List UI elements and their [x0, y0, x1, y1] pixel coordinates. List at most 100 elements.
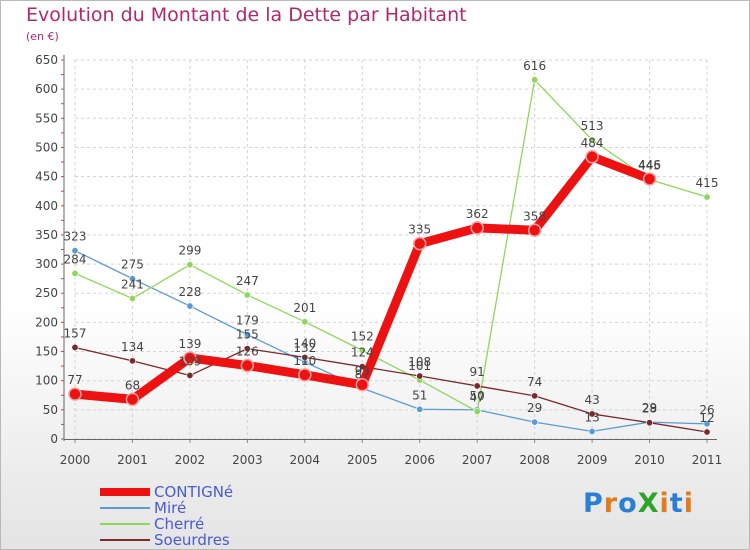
data-label: 77	[67, 373, 82, 387]
legend-label: Cherré	[154, 515, 205, 533]
x-tick-label: 2001	[117, 453, 148, 467]
data-point	[298, 368, 312, 382]
data-point	[470, 221, 484, 235]
y-tick-label: 300	[35, 257, 58, 271]
y-tick-label: 0	[50, 432, 58, 446]
data-label: 152	[351, 329, 374, 343]
logo-letter: P	[583, 488, 604, 519]
legend-label: Miré	[154, 499, 187, 517]
logo-letter: t	[669, 488, 684, 519]
data-label: 201	[293, 301, 316, 315]
data-point	[588, 410, 596, 418]
data-point	[186, 302, 194, 310]
data-label: 155	[236, 328, 259, 342]
data-point	[183, 351, 197, 365]
data-point	[473, 408, 481, 416]
x-tick-label: 2005	[347, 453, 378, 467]
data-label: 335	[408, 223, 431, 237]
x-tick-label: 2002	[175, 453, 206, 467]
data-point	[531, 392, 539, 400]
data-point	[531, 76, 539, 84]
y-tick-label: 100	[35, 374, 58, 388]
data-point	[412, 236, 427, 251]
data-point	[243, 291, 251, 299]
data-point	[128, 357, 136, 365]
data-label: 51	[412, 388, 427, 402]
series-line	[74, 79, 708, 413]
series-miré	[71, 247, 711, 435]
legend-label: CONTIGNé	[154, 483, 234, 501]
data-label: 132	[293, 341, 316, 355]
chart-title: Evolution du Montant de la Dette par Hab…	[26, 4, 467, 26]
data-label: 110	[293, 354, 316, 368]
data-label: 26	[699, 403, 714, 417]
data-point	[71, 343, 79, 351]
data-label: 446	[638, 158, 661, 172]
data-label: 124	[351, 346, 374, 360]
data-point	[703, 193, 711, 201]
y-tick-label: 400	[35, 199, 58, 213]
data-label: 140	[293, 336, 316, 350]
data-point	[128, 294, 136, 302]
data-label: 43	[584, 393, 599, 407]
data-point	[240, 358, 255, 373]
data-label: 179	[236, 314, 259, 328]
data-label: 299	[178, 244, 201, 258]
x-tick-label: 2000	[60, 453, 91, 467]
data-point	[588, 427, 596, 435]
x-tick-label: 2011	[692, 453, 723, 467]
logo-letter: i	[683, 488, 694, 519]
data-point	[301, 353, 309, 361]
data-label: 513	[581, 119, 604, 133]
data-label: 108	[408, 355, 431, 369]
data-label: 29	[527, 401, 542, 415]
data-label: 126	[236, 345, 259, 359]
data-point	[703, 428, 711, 436]
series-line	[74, 346, 708, 433]
x-tick-label: 2008	[519, 453, 550, 467]
y-tick-label: 250	[35, 286, 58, 300]
proxiti-logo: ProXiti	[583, 488, 694, 519]
logo-letter: r	[603, 488, 619, 519]
data-point	[531, 418, 539, 426]
legend-swatch	[100, 507, 150, 509]
data-label: 28	[642, 402, 657, 416]
data-label: 228	[178, 285, 201, 299]
y-tick-label: 150	[35, 345, 58, 359]
data-point	[416, 372, 424, 380]
data-point	[588, 136, 596, 144]
data-label: 87	[355, 367, 370, 381]
y-tick-label: 550	[35, 111, 58, 125]
data-point	[125, 392, 140, 407]
x-tick-label: 2009	[577, 453, 608, 467]
logo-letter: o	[618, 488, 638, 519]
data-label: 50	[470, 389, 485, 403]
x-tick-label: 2003	[232, 453, 263, 467]
data-label: 74	[527, 375, 542, 389]
y-tick-label: 600	[35, 82, 58, 96]
data-point	[186, 261, 194, 269]
data-label: 284	[64, 252, 87, 266]
series-contigné	[68, 150, 657, 407]
data-label: 109	[178, 354, 201, 368]
data-label: 415	[696, 176, 719, 190]
data-label: 12	[699, 411, 714, 425]
data-label: 101	[408, 359, 431, 373]
data-point	[128, 275, 136, 283]
data-label: 275	[121, 258, 144, 272]
data-label: 616	[523, 59, 546, 73]
y-tick-label: 650	[35, 53, 58, 67]
legend-swatch	[100, 539, 150, 541]
series-soeurdres	[71, 343, 711, 436]
data-label: 484	[581, 136, 604, 150]
y-tick-label: 350	[35, 228, 58, 242]
data-label: 247	[236, 274, 259, 288]
data-label: 323	[64, 230, 87, 244]
logo-letter: X	[637, 488, 660, 519]
data-label: 47	[470, 391, 485, 405]
data-point	[585, 150, 599, 164]
x-tick-label: 2004	[290, 453, 321, 467]
data-point	[243, 345, 251, 353]
data-label: 93	[355, 364, 370, 378]
legend-swatch	[100, 523, 150, 525]
